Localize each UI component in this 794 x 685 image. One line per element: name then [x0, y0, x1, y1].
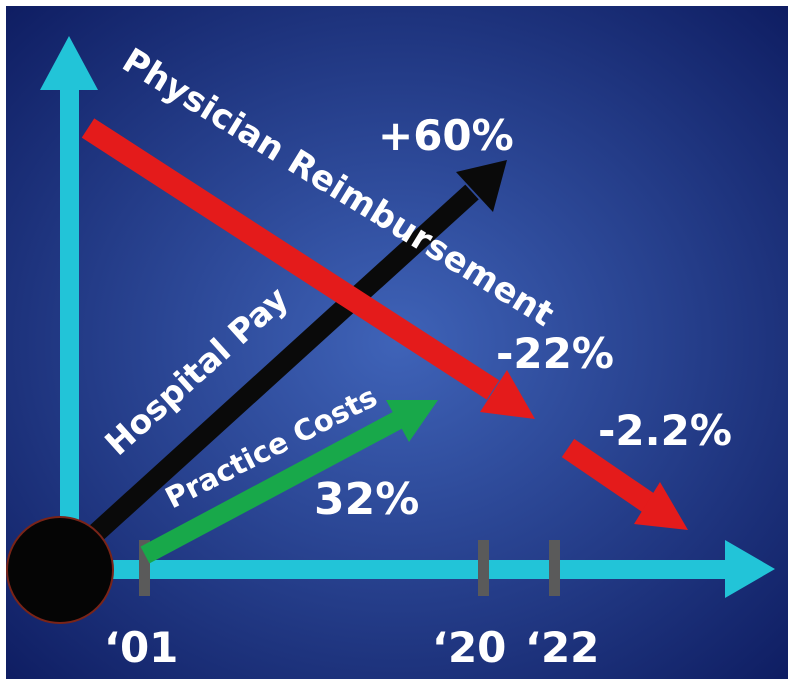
x-tick-label-2001: ‘01: [104, 623, 178, 672]
physician-reimbursement-arrow: [81, 118, 535, 419]
hospital-pay-change-label: +60%: [378, 111, 514, 160]
x-tick-label-2022: ‘22: [525, 623, 599, 672]
practice-costs-change-label: 32%: [314, 474, 419, 525]
tick-2001: [139, 540, 150, 596]
y-axis: [40, 36, 98, 574]
tick-2022: [549, 540, 560, 596]
x-axis: [55, 540, 775, 598]
physician-change-2022-label: -2.2%: [598, 406, 732, 455]
x-tick-label-2020: ‘20: [432, 623, 506, 672]
origin-marker: [6, 516, 114, 624]
hospital-pay-arrow: [65, 160, 507, 563]
physician-change-2020-label: -22%: [496, 329, 614, 378]
practice-costs-arrow: [140, 400, 438, 564]
physician-reimbursement-arrow-recent: [561, 438, 688, 530]
tick-2020: [478, 540, 489, 596]
